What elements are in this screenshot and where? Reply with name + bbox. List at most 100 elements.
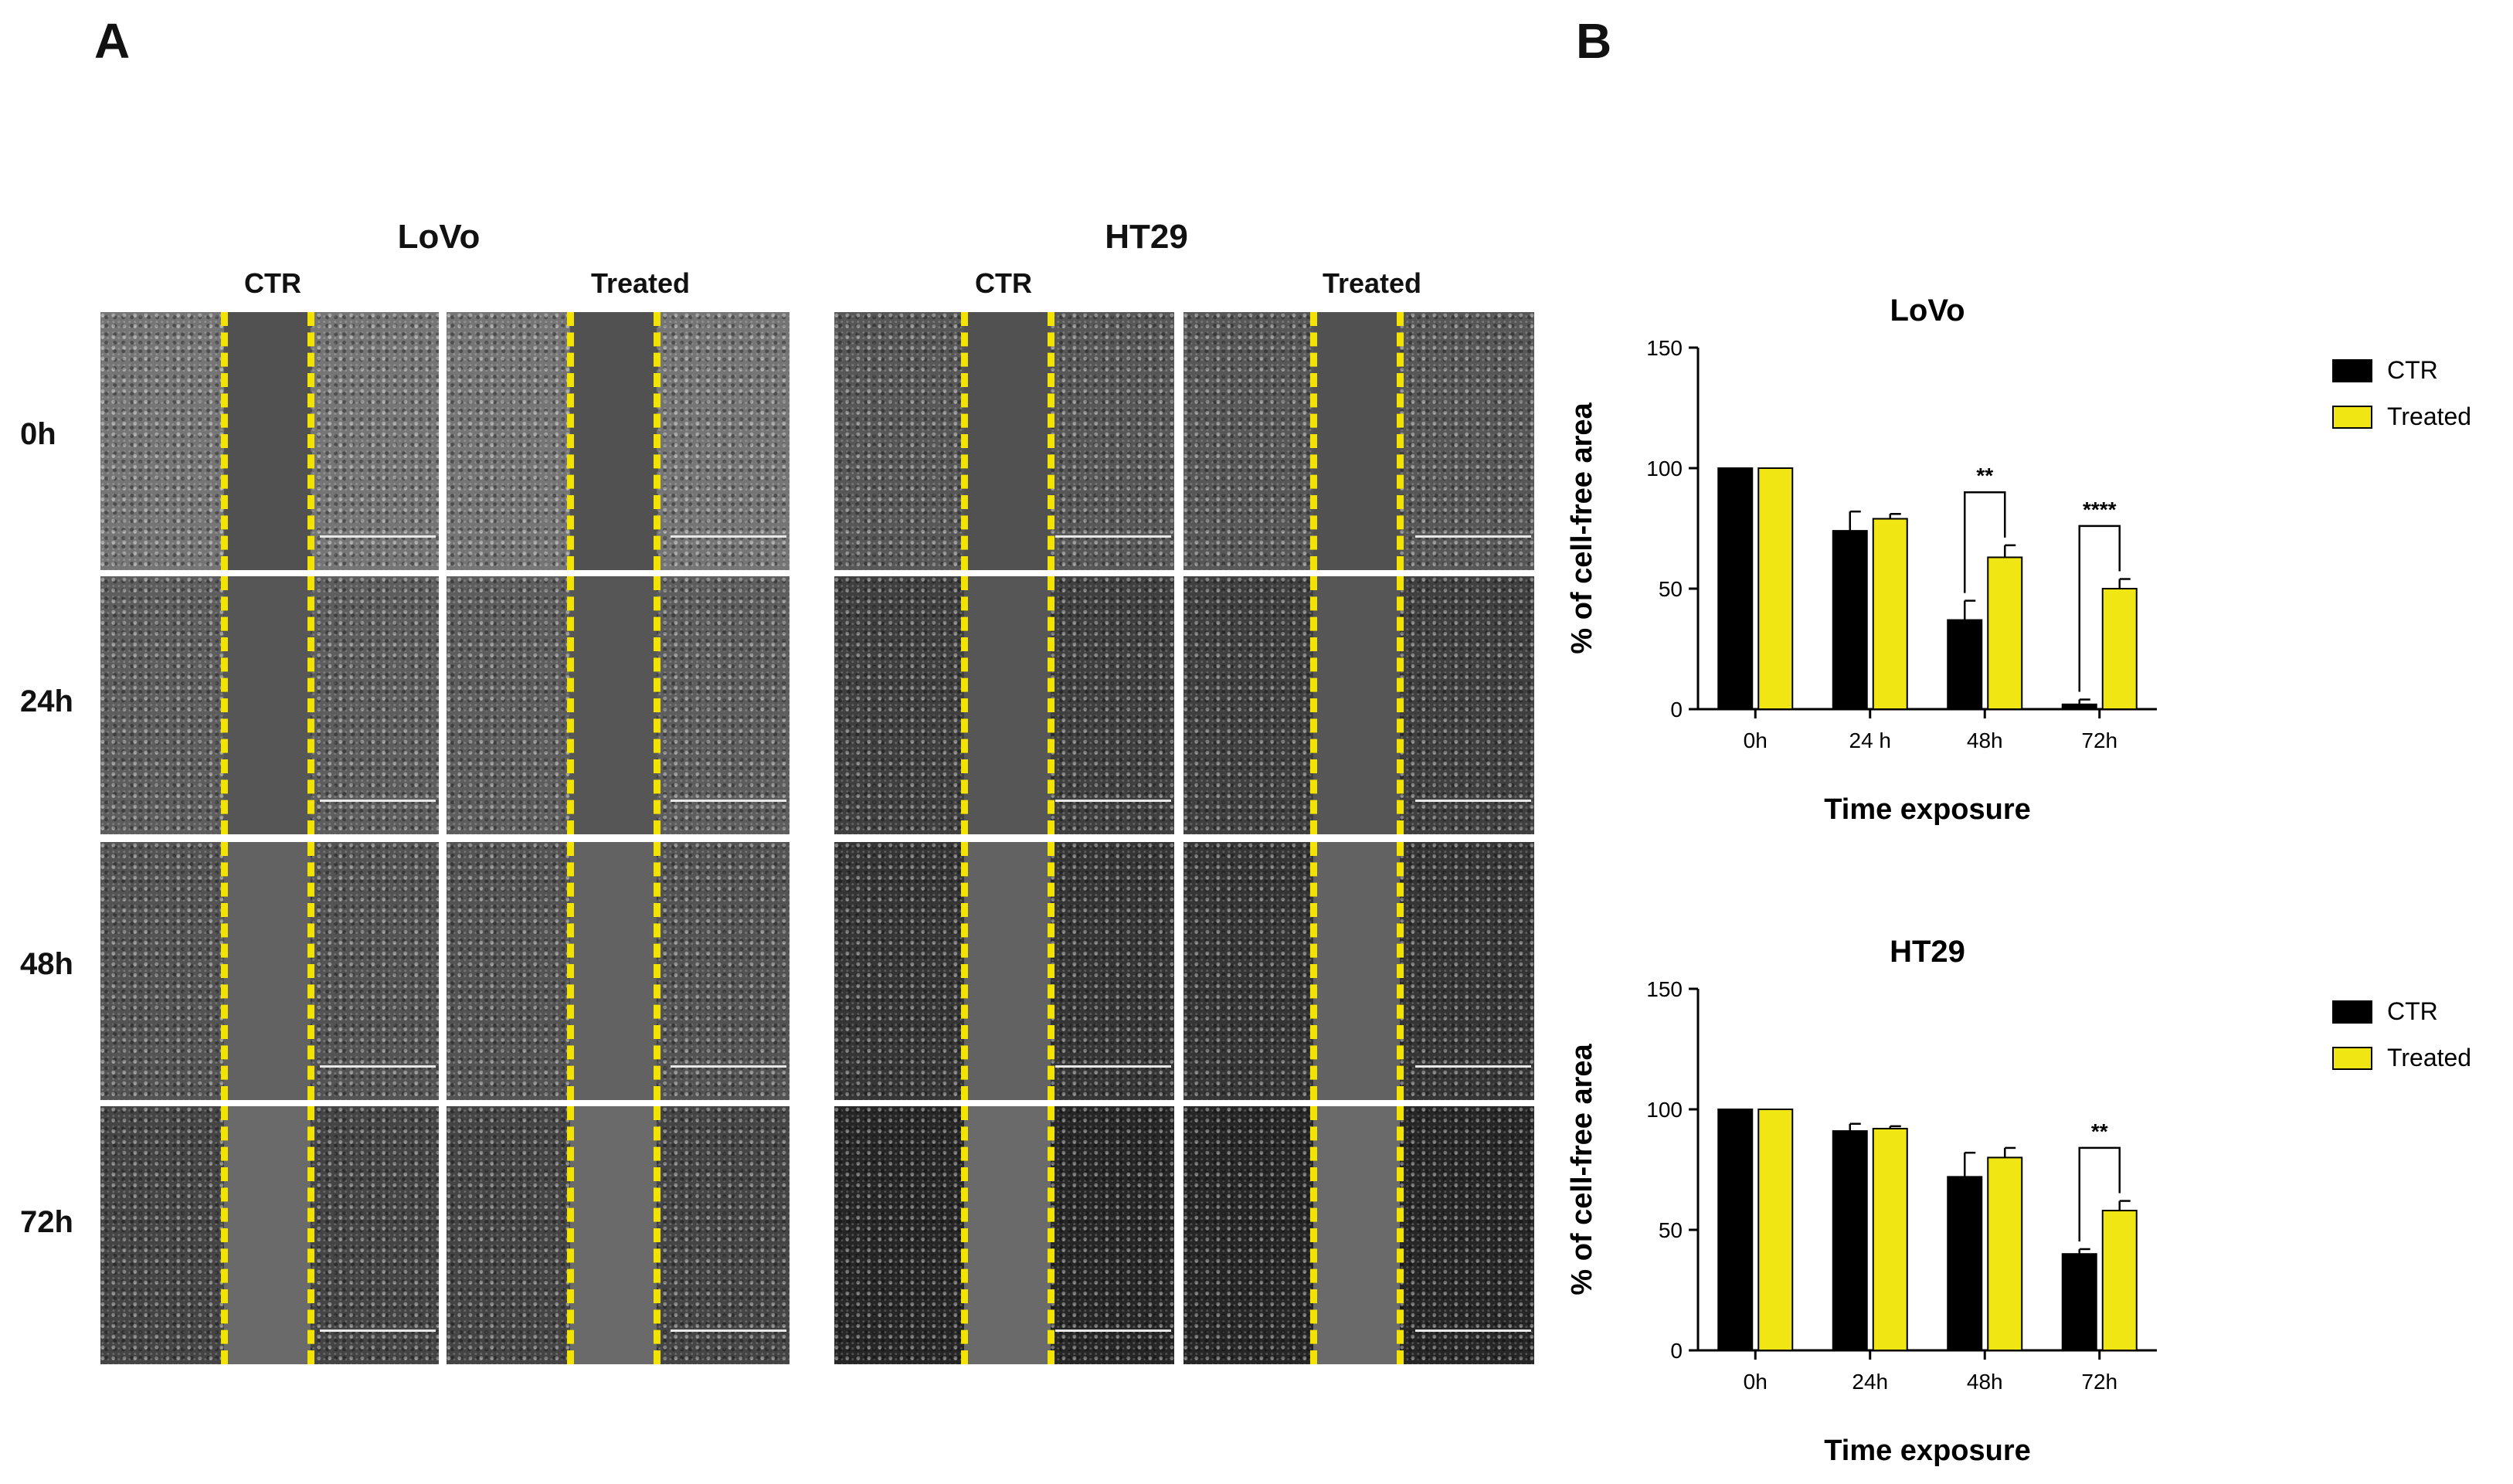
scale-bar [1415, 535, 1531, 538]
y-tick-label: 150 [1646, 336, 1683, 360]
scratch-boundary-line [221, 576, 228, 834]
scale-bar [1055, 535, 1171, 538]
y-tick-label: 50 [1659, 1218, 1683, 1242]
scratch-boundary-line [1048, 1106, 1054, 1364]
scratch-boundary-line [567, 1106, 574, 1364]
legend-label-ctr: CTR [2387, 356, 2438, 384]
legend-swatch-treated [2332, 1047, 2372, 1070]
micrograph-lovo-ctr-24h [100, 576, 439, 834]
chart-title: LoVo [1890, 294, 1965, 328]
row-label-72h: 72h [20, 1205, 73, 1239]
significance-bracket [1964, 491, 2006, 593]
micrograph-ht29-treated-0h [1183, 312, 1534, 570]
significance-label: ** [1976, 464, 1993, 487]
y-tick-label: 0 [1670, 698, 1683, 722]
y-tick-label: 150 [1646, 977, 1683, 1001]
scale-bar [1415, 1065, 1531, 1068]
micrograph-ht29-ctr-24h [834, 576, 1174, 834]
legend-label-treated: Treated [2387, 1044, 2471, 1071]
scratch-boundary-line [221, 842, 228, 1100]
scratch-boundary-line [567, 842, 574, 1100]
scratch-boundary-line [221, 1106, 228, 1364]
micrograph-lovo-treated-72h [447, 1106, 790, 1364]
scratch-boundary-line [1397, 576, 1404, 834]
micrograph-lovo-ctr-0h [100, 312, 439, 570]
x-tick-label: 0h [1744, 1370, 1768, 1394]
bar-treated-72h [2101, 588, 2138, 710]
ht29-ctr-label: CTR [975, 267, 1032, 299]
panel-b-label: B [1576, 13, 1612, 69]
scratch-boundary-line [221, 312, 228, 570]
micrograph-ht29-ctr-72h [834, 1106, 1174, 1364]
lovo-ctr-label: CTR [244, 267, 301, 299]
bar-charts: LoVo 0 50 100 150 % of cell-free area Time exp… [1566, 294, 2471, 1467]
bar-treated-72h [2101, 1210, 2138, 1352]
micrograph-ht29-treated-48h [1183, 842, 1534, 1100]
scratch-boundary-line [307, 312, 314, 570]
x-tick-label: 24 h [1849, 728, 1892, 752]
bar-treated-24h [1872, 1127, 1908, 1351]
scale-bar [1415, 1329, 1531, 1332]
micrograph-ht29-ctr-48h [834, 842, 1174, 1100]
micrograph-lovo-ctr-72h [100, 1106, 439, 1364]
ht29-title: HT29 [1105, 218, 1188, 256]
scale-bar [671, 1065, 786, 1068]
y-axis-title: % of cell-free area [1566, 402, 1598, 654]
row-label-0h: 0h [20, 417, 56, 451]
significance-label: **** [2083, 497, 2117, 521]
bar-treated-0h [1757, 467, 1794, 710]
scale-bar [1055, 1329, 1171, 1332]
scratch-boundary-line [654, 1106, 661, 1364]
x-tick-label: 24h [1852, 1370, 1888, 1394]
scratch-boundary-line [654, 312, 661, 570]
y-tick-label: 100 [1646, 457, 1683, 481]
micrograph-lovo-treated-24h [447, 576, 790, 834]
x-axis-title: Time exposure [1824, 1435, 2031, 1467]
scale-bar [671, 535, 786, 538]
scratch-boundary-line [654, 842, 661, 1100]
bar-treated-48h [1987, 556, 2023, 710]
bar-ctr-0h [1717, 1109, 1754, 1351]
chart-title: HT29 [1890, 935, 1965, 969]
bar-ctr-72h [2061, 703, 2097, 711]
scratch-boundary-line [654, 576, 661, 834]
scratch-boundary-line [567, 576, 574, 834]
bar-treated-48h [1987, 1156, 2023, 1352]
bar-ctr-24h [1832, 530, 1868, 710]
micrograph-ht29-treated-24h [1183, 576, 1534, 834]
micrograph-lovo-treated-48h [447, 842, 790, 1100]
bar-treated-24h [1872, 518, 1908, 710]
bar-ctr-48h [1947, 619, 1983, 710]
scratch-boundary-line [1048, 312, 1054, 570]
scratch-boundary-line [1397, 1106, 1404, 1364]
scratch-boundary-line [961, 1106, 968, 1364]
scratch-boundary-line [1310, 312, 1317, 570]
y-axis-title: % of cell-free area [1566, 1044, 1598, 1296]
scratch-boundary-line [961, 576, 968, 834]
scratch-boundary-line [307, 1106, 314, 1364]
row-label-48h: 48h [20, 947, 73, 981]
x-tick-label: 0h [1744, 728, 1768, 752]
scale-bar [671, 800, 786, 802]
scratch-boundary-line [1310, 842, 1317, 1100]
x-axis-title: Time exposure [1824, 793, 2031, 826]
bar-ctr-72h [2061, 1253, 2097, 1351]
scale-bar [671, 1329, 786, 1332]
bar-ctr-48h [1947, 1176, 1983, 1351]
scale-bar [1415, 800, 1531, 802]
scratch-boundary-line [961, 312, 968, 570]
micrograph-ht29-ctr-0h [834, 312, 1174, 570]
bar-ctr-0h [1717, 467, 1754, 710]
legend-swatch-ctr [2332, 359, 2372, 382]
significance-label: ** [2091, 1119, 2108, 1143]
significance-bracket [2078, 525, 2121, 692]
legend-label-treated: Treated [2387, 402, 2471, 430]
scale-bar [320, 1329, 436, 1332]
scale-bar [320, 800, 436, 802]
scratch-boundary-line [961, 842, 968, 1100]
panel-a-label: A [94, 13, 131, 69]
y-tick-label: 100 [1646, 1098, 1683, 1122]
micrograph-lovo-ctr-48h [100, 842, 439, 1100]
scratch-boundary-line [307, 576, 314, 834]
significance-bracket [2078, 1146, 2121, 1241]
